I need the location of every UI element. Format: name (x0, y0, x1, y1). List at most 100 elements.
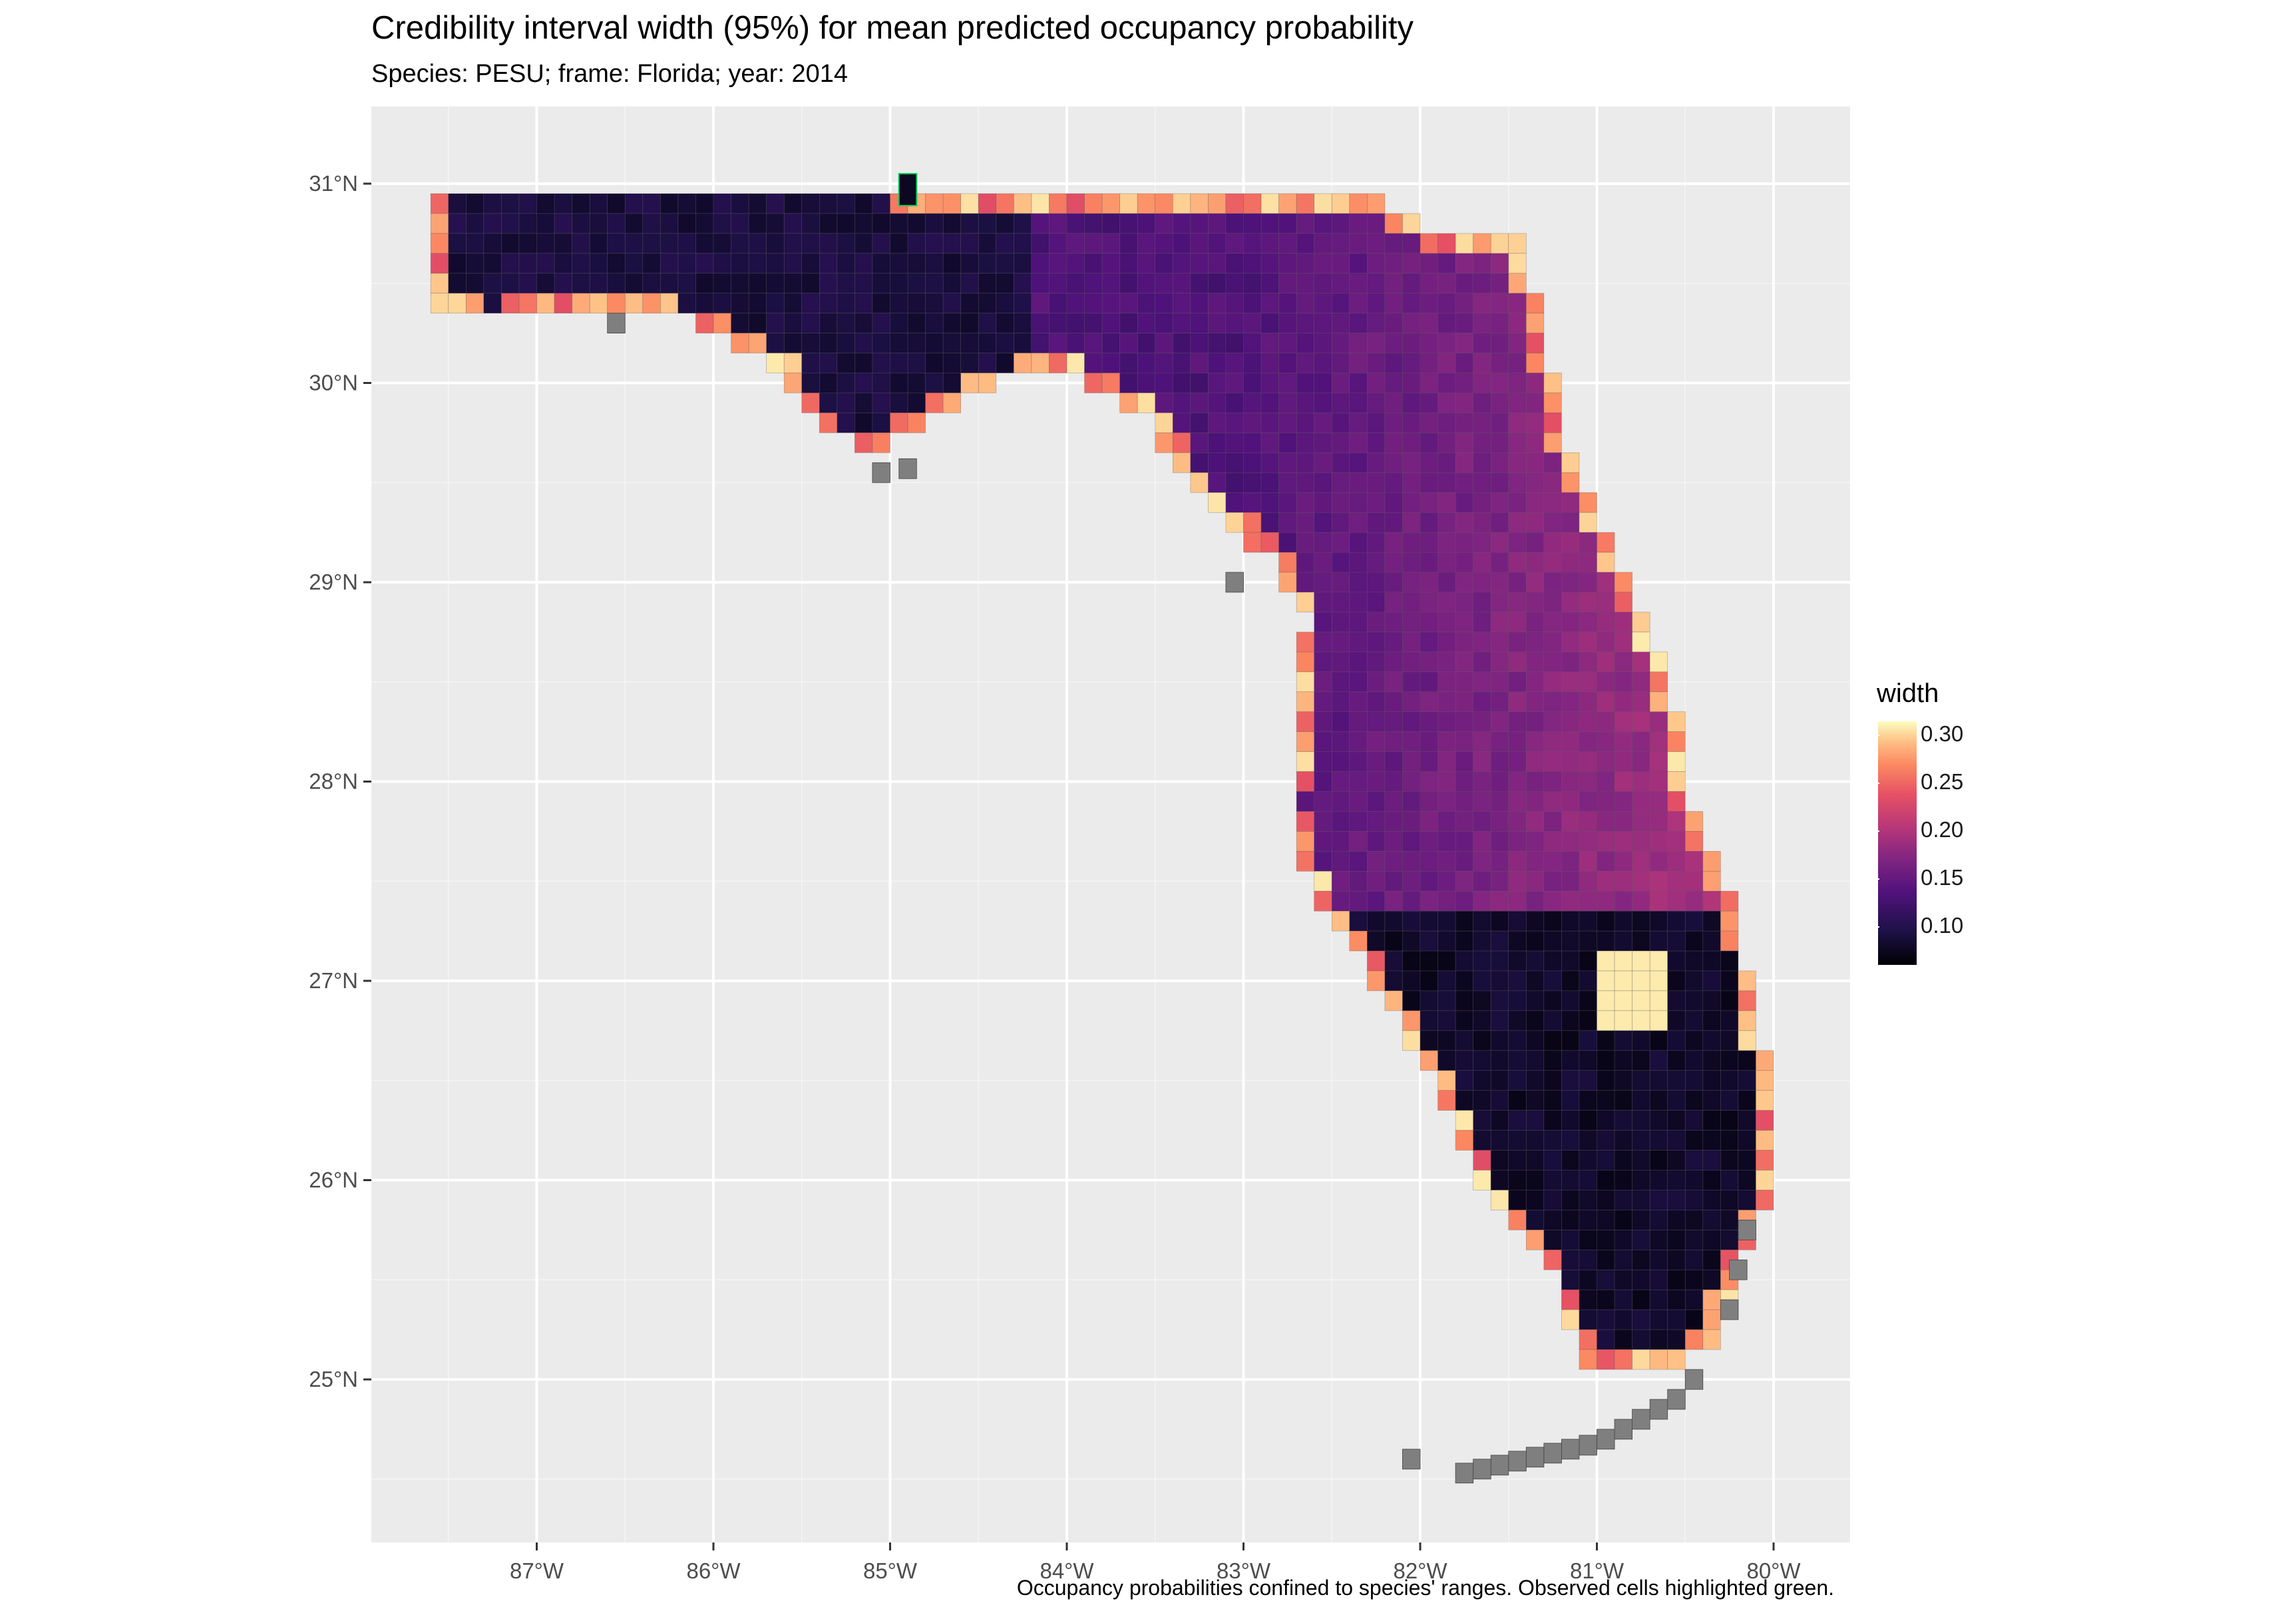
occupancy-cell (1526, 1050, 1545, 1071)
occupancy-cell (607, 253, 626, 274)
occupancy-cell (907, 413, 926, 433)
occupancy-cell (1702, 930, 1721, 952)
occupancy-cell (1455, 572, 1473, 593)
occupancy-cell (890, 253, 908, 274)
occupancy-cell (1402, 910, 1421, 932)
occupancy-cell (642, 213, 661, 234)
occupancy-cell (1702, 1010, 1721, 1031)
occupancy-cell (1278, 373, 1297, 393)
occupancy-cell (1561, 1150, 1580, 1170)
occupancy-cell (1455, 751, 1473, 772)
occupancy-cell (1331, 333, 1350, 353)
occupancy-cell (1649, 811, 1668, 832)
occupancy-cell (483, 253, 502, 274)
occupancy-cell (855, 273, 873, 294)
occupancy-cell (1632, 910, 1650, 932)
occupancy-cell (1331, 532, 1350, 553)
occupancy-cell (1367, 751, 1386, 772)
occupancy-cell (1508, 1190, 1527, 1210)
occupancy-cell (1084, 313, 1103, 333)
occupancy-cell (572, 273, 590, 294)
occupancy-cell (1455, 253, 1473, 274)
occupancy-cell (1420, 910, 1438, 932)
occupancy-cell (1349, 373, 1368, 393)
occupancy-cell (960, 233, 979, 254)
occupancy-cell (1684, 970, 1704, 991)
occupancy-cell (1243, 393, 1262, 413)
occupancy-cell (1384, 731, 1403, 752)
occupancy-cell (1579, 731, 1597, 752)
occupancy-cell (607, 193, 626, 214)
x-tick-label: 86°W (686, 1558, 741, 1583)
occupancy-cell (1543, 552, 1562, 573)
occupancy-cell (1702, 1309, 1721, 1330)
occupancy-cell (1579, 1010, 1597, 1031)
occupancy-cell (1649, 651, 1668, 673)
occupancy-cell (766, 213, 785, 234)
occupancy-cell (907, 353, 926, 373)
y-tick-label: 29°N (309, 570, 358, 594)
out-of-range-cell (1729, 1259, 1748, 1280)
occupancy-cell (1384, 333, 1403, 353)
occupancy-cell (1597, 631, 1615, 653)
occupancy-cell (1561, 512, 1580, 533)
occupancy-cell (1614, 791, 1632, 812)
occupancy-cell (1490, 353, 1509, 373)
occupancy-cell (1579, 791, 1597, 812)
occupancy-cell (1632, 612, 1650, 633)
occupancy-cell (1384, 791, 1403, 812)
occupancy-cell (1314, 552, 1332, 573)
occupancy-cell (1756, 1130, 1774, 1151)
occupancy-cell (1455, 333, 1473, 353)
occupancy-cell (1331, 831, 1350, 852)
out-of-range-cell (1649, 1399, 1668, 1420)
occupancy-cell (1702, 1170, 1721, 1190)
y-tick-label: 26°N (309, 1168, 358, 1192)
out-of-range-cell (872, 462, 890, 483)
occupancy-cell (1738, 1070, 1756, 1091)
occupancy-cell (501, 233, 520, 254)
occupancy-cell (1490, 990, 1509, 1011)
occupancy-cell (1632, 1130, 1650, 1151)
occupancy-cell (1473, 711, 1491, 732)
occupancy-cell (1649, 1289, 1668, 1310)
occupancy-cell (1031, 313, 1050, 333)
occupancy-cell (1314, 631, 1332, 653)
occupancy-cell (1473, 492, 1491, 513)
occupancy-cell (1649, 1110, 1668, 1131)
occupancy-cell (1455, 811, 1473, 832)
occupancy-cell (1473, 691, 1491, 712)
occupancy-cell (1543, 651, 1562, 673)
out-of-range-cell (1579, 1435, 1597, 1456)
occupancy-cell (1260, 413, 1279, 433)
occupancy-cell (1455, 1090, 1473, 1111)
occupancy-cell (1508, 890, 1527, 912)
occupancy-cell (1720, 1170, 1739, 1190)
occupancy-cell (1402, 313, 1421, 333)
occupancy-cell (1490, 472, 1509, 493)
occupancy-cell (1667, 771, 1686, 792)
occupancy-cell (1473, 572, 1491, 593)
occupancy-cell (978, 353, 997, 373)
occupancy-cell (1437, 751, 1456, 772)
occupancy-cell (1384, 691, 1403, 712)
occupancy-cell (1225, 353, 1244, 373)
occupancy-cell (1031, 353, 1050, 373)
occupancy-cell (1384, 711, 1403, 732)
occupancy-cell (1526, 631, 1545, 653)
occupancy-cell (1296, 592, 1315, 613)
occupancy-cell (1526, 950, 1545, 972)
occupancy-cell (448, 193, 467, 214)
occupancy-cell (1349, 771, 1368, 792)
occupancy-cell (1490, 791, 1509, 812)
occupancy-cell (1632, 791, 1650, 812)
occupancy-cell (1420, 492, 1438, 513)
occupancy-cell (1402, 990, 1421, 1011)
occupancy-cell (1331, 851, 1350, 872)
occupancy-cell (1702, 1070, 1721, 1091)
occupancy-cell (1526, 831, 1545, 852)
occupancy-cell (1296, 353, 1315, 373)
occupancy-cell (1367, 253, 1386, 274)
occupancy-cell (1473, 333, 1491, 353)
occupancy-cell (1314, 791, 1332, 812)
